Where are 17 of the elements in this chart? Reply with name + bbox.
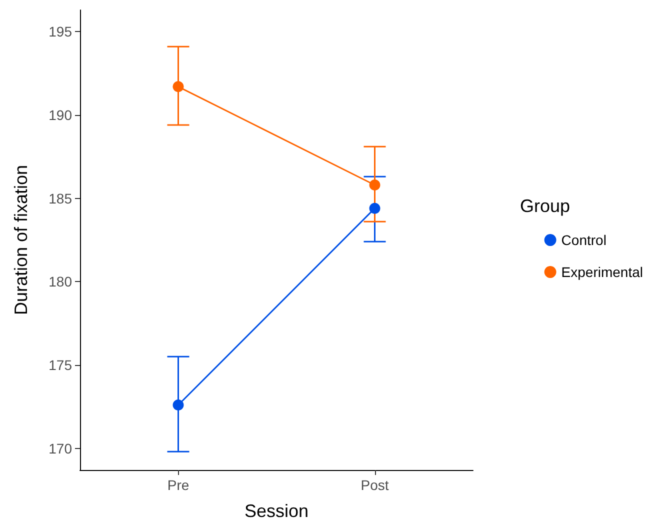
x-axis-title: Session [244,501,309,521]
legend-label: Control [561,232,606,248]
x-tick-label: Pre [167,477,190,493]
y-tick-label: 180 [48,274,72,290]
y-tick-label: 190 [48,107,72,123]
legend-title: Group [520,196,570,216]
y-tick-label: 170 [48,440,72,456]
point [369,180,380,190]
x-tick-label: Post [360,477,389,493]
y-tick-label: 175 [48,357,72,373]
y-axis-title: Duration of fixation [11,164,31,316]
y-tick-label: 195 [48,24,72,40]
y-tick-label: 185 [48,190,72,206]
point [172,400,184,410]
legend-label: Experimental [561,264,643,280]
point [172,81,184,92]
point [369,202,380,214]
